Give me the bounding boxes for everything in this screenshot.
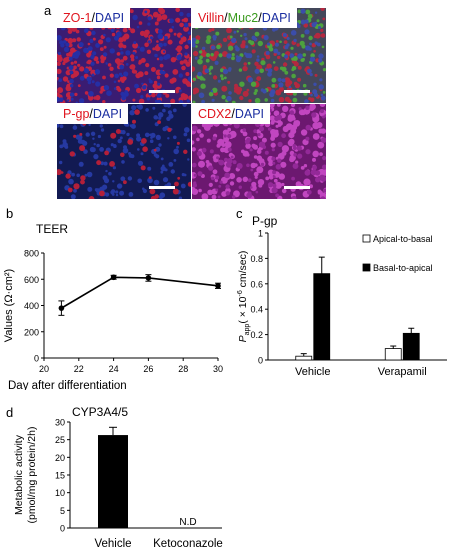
pgp-y-tick-label: 0.4 <box>250 305 263 315</box>
teer-x-tick-label: 24 <box>109 364 119 374</box>
scale-bar <box>149 186 175 189</box>
teer-y-tick-label: 800 <box>24 249 39 259</box>
pgp-category-label: Vehicle <box>295 366 330 378</box>
micrograph-label-part: / <box>89 107 93 121</box>
pgp-bar <box>295 355 313 361</box>
pgp-legend-swatch <box>362 234 371 243</box>
micrograph-label-part: / <box>224 11 228 25</box>
micrograph-cdx2-label: CDX2/DAPI <box>192 104 271 124</box>
teer-data-point <box>145 275 152 281</box>
pgp-y-tick-label: 0.8 <box>250 254 263 264</box>
micrograph-villin: Villin/Muc2/DAPI <box>192 8 326 103</box>
pgp-bar <box>384 348 402 361</box>
micrograph-label-part: / <box>258 11 262 25</box>
teer-chart: TEER 0 200 400 600 800 20 22 24 26 28 30 Values (Ω·c… <box>3 222 223 390</box>
cyp-category-label: Vehicle <box>94 538 131 550</box>
panel-label-d: d <box>6 405 14 420</box>
cyp-annotation: N.D <box>179 517 196 528</box>
teer-y-tick-label: 600 <box>24 275 39 285</box>
micrograph-label-part: ZO-1 <box>63 11 92 25</box>
panel-label-c: c <box>236 206 243 221</box>
cyp-y-tick-label: 5 <box>60 506 65 516</box>
pgp-legend-swatch <box>362 263 371 272</box>
scale-bar <box>284 90 310 93</box>
teer-x-axis-label: Day after differentiation <box>8 380 127 390</box>
cyp3a4-chart: CYP3A4/5 0 5 10 15 20 25 30 Metabolic activity (p… <box>13 405 223 550</box>
pgp-legend-label: Basal-to-apical <box>373 263 433 273</box>
pgp-chart-title: P-gp <box>252 215 278 228</box>
pgp-y-tick-label: 1 <box>258 229 263 239</box>
panel-label-a: a <box>44 3 52 18</box>
pgp-y-tick-label: 0.2 <box>250 330 263 340</box>
teer-data-point <box>58 305 65 311</box>
pgp-category-label: Verapamil <box>378 366 427 378</box>
micrograph-label-part: Villin <box>198 11 225 25</box>
cyp-y-tick-label: 15 <box>55 471 65 481</box>
pgp-bar <box>402 332 420 361</box>
pgp-bar <box>313 273 331 361</box>
cyp-bar <box>98 435 128 528</box>
micrograph-label-part: P-gp <box>63 107 90 121</box>
scale-bar <box>284 186 310 189</box>
teer-x-tick-label: 22 <box>74 364 84 374</box>
micrograph-label-part: DAPI <box>261 11 291 25</box>
cyp-y-tick-label: 10 <box>55 488 65 498</box>
micrograph-label-part: DAPI <box>94 11 125 25</box>
teer-x-tick-label: 20 <box>39 364 49 374</box>
micrograph-label-part: DAPI <box>234 107 265 121</box>
teer-y-tick-label: 400 <box>24 301 39 311</box>
cyp-y-tick-label: 20 <box>55 453 65 463</box>
pgp-legend-label: Apical-to-basal <box>373 234 433 244</box>
micrograph-label-part: CDX2 <box>198 107 232 121</box>
pgp-y-tick-label: 0 <box>258 356 263 366</box>
cyp-category-label: Ketoconazole <box>153 538 223 550</box>
pgp-y-tick-label: 0.6 <box>250 279 263 289</box>
teer-y-tick-label: 0 <box>34 354 39 364</box>
cyp-y-tick-label: 0 <box>60 524 65 534</box>
teer-x-tick-label: 30 <box>213 364 223 374</box>
pgp-transport-chart: P-gp 0 0.2 0.4 0.6 0.8 1 Papp( × 10-6 cm/sec) Ve… <box>237 215 447 378</box>
micrograph-cdx2: CDX2/DAPI <box>192 104 326 199</box>
micrograph-zo1: ZO-1/DAPI <box>57 8 191 103</box>
teer-y-axis-label: Values (Ω·cm²) <box>3 269 15 342</box>
micrograph-label-part: DAPI <box>92 107 123 121</box>
panel-label-b: b <box>6 206 14 221</box>
micrograph-pgp-label: P-gp/DAPI <box>57 104 129 124</box>
cyp-y-axis-label-line1: Metabolic activity <box>13 434 25 515</box>
teer-chart-title: TEER <box>36 222 68 236</box>
cyp-y-axis-label-line2: (pmol/mg protein/2h) <box>26 427 38 524</box>
micrograph-label-part: / <box>231 107 235 121</box>
cyp-chart-title: CYP3A4/5 <box>72 405 128 419</box>
micrograph-label-part: Muc2 <box>227 11 259 25</box>
teer-x-tick-label: 26 <box>143 364 153 374</box>
micrograph-zo1-label: ZO-1/DAPI <box>57 8 131 28</box>
micrograph-pgp: P-gp/DAPI <box>57 104 191 199</box>
teer-x-tick-label: 28 <box>178 364 188 374</box>
teer-data-point <box>110 274 117 281</box>
cyp-y-tick-label: 25 <box>55 435 65 445</box>
scale-bar <box>149 90 175 93</box>
micrograph-label-part: / <box>91 11 95 25</box>
micrograph-villin-label: Villin/Muc2/DAPI <box>192 8 297 28</box>
teer-data-point <box>215 283 221 289</box>
teer-y-tick-label: 200 <box>24 327 39 337</box>
cyp-y-tick-label: 30 <box>55 418 65 428</box>
pgp-y-axis-label: Papp( × 10-6 cm/sec) <box>237 251 251 343</box>
teer-series-line <box>60 276 219 309</box>
